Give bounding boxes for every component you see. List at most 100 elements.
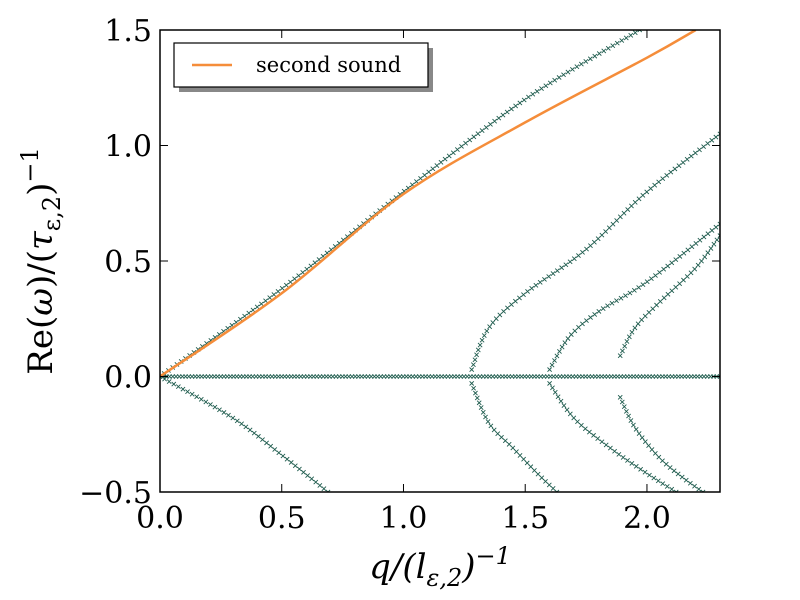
data-point (584, 246, 589, 252)
data-point (664, 172, 670, 178)
data-point (665, 263, 671, 269)
data-point (671, 468, 677, 474)
data-point (621, 404, 627, 410)
data-point (484, 328, 490, 334)
data-point (625, 207, 631, 212)
data-point (599, 232, 605, 238)
data-point (567, 259, 573, 265)
data-point (700, 489, 706, 492)
data-point (683, 477, 689, 483)
data-point (565, 336, 571, 341)
y-tick-label: 0.5 (104, 245, 152, 280)
scatter-branch-9 (617, 394, 706, 492)
data-point (483, 125, 489, 130)
data-point (250, 307, 256, 313)
data-point (529, 285, 535, 291)
data-point (649, 447, 655, 452)
data-point (601, 48, 607, 54)
data-point (309, 476, 315, 482)
data-point (325, 489, 331, 492)
data-point (534, 88, 540, 94)
data-point (198, 396, 204, 402)
data-point (609, 300, 615, 306)
data-point (591, 432, 596, 438)
data-point (647, 472, 652, 478)
data-point (280, 453, 286, 459)
data-point (559, 265, 565, 271)
data-point (226, 412, 231, 418)
data-point (673, 284, 679, 290)
data-point (171, 381, 177, 387)
data-point (254, 304, 260, 310)
data-point (668, 169, 674, 175)
data-point (640, 192, 646, 198)
data-point (717, 374, 720, 379)
data-point (681, 277, 686, 283)
data-point (517, 100, 523, 106)
data-point (552, 389, 558, 395)
data-point (521, 456, 527, 462)
data-point (275, 289, 281, 294)
data-point (539, 86, 544, 91)
data-point (475, 347, 481, 353)
data-point (697, 147, 702, 153)
data-point (640, 282, 646, 288)
data-point (623, 35, 629, 41)
data-point (605, 303, 610, 309)
y-tick-label: 0.0 (104, 361, 152, 396)
data-point (572, 328, 578, 334)
data-point (521, 292, 526, 298)
x-tick-label: 2.0 (623, 501, 671, 536)
data-point (639, 435, 645, 441)
data-point (469, 380, 475, 386)
data-point (636, 196, 642, 202)
data-point (626, 334, 632, 340)
data-point (504, 109, 510, 115)
data-point (247, 427, 253, 433)
x-axis-title: q/(lε,2)−1 (369, 542, 511, 592)
data-point (717, 131, 720, 137)
data-point (606, 225, 612, 231)
data-point (571, 256, 577, 262)
data-point (454, 147, 460, 152)
data-point (467, 137, 473, 143)
data-point (499, 434, 504, 440)
data-point (469, 367, 475, 373)
data-point (473, 390, 478, 396)
data-point (592, 311, 598, 317)
data-point (617, 214, 623, 220)
data-point (693, 241, 699, 246)
data-point (591, 239, 597, 245)
data-point (655, 478, 661, 484)
data-point (474, 395, 480, 401)
data-point (580, 249, 585, 255)
data-point (422, 172, 428, 178)
data-point (632, 30, 638, 36)
data-point (442, 156, 448, 162)
data-point (555, 394, 561, 400)
data-point (667, 465, 673, 470)
data-point (556, 75, 562, 80)
data-point (284, 456, 290, 462)
scatter-branch-6 (547, 221, 720, 373)
data-point (501, 308, 507, 314)
data-point (571, 415, 577, 421)
data-point (648, 276, 654, 282)
data-point (542, 276, 547, 282)
data-point (661, 295, 667, 301)
data-point (614, 218, 620, 223)
data-point (661, 266, 667, 272)
data-point (537, 279, 543, 285)
data-point (622, 343, 628, 349)
data-point (639, 317, 645, 323)
data-point (272, 447, 278, 452)
data-point (476, 400, 482, 406)
data-point (554, 489, 560, 492)
data-point (646, 443, 652, 449)
data-point (636, 431, 642, 436)
data-point (618, 295, 624, 301)
data-point (650, 306, 656, 312)
scatter-branch-8 (617, 233, 720, 359)
data-point (471, 385, 477, 391)
